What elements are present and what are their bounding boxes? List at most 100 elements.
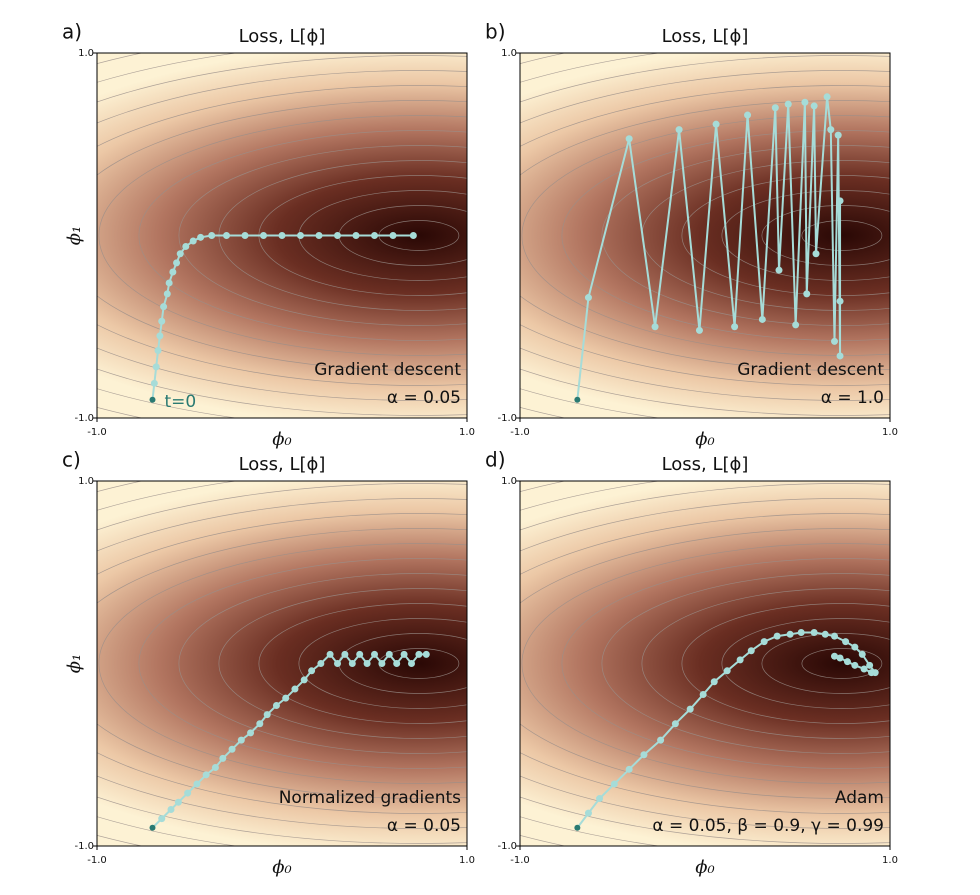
step-point [182, 242, 190, 250]
step-point [237, 736, 245, 744]
panel: -1.0 1.0 -1.0 1.0 c) Loss, L[ϕ] ϕ₀ ϕ₁ Normalized… [62, 448, 475, 879]
step-point [851, 661, 859, 669]
step-point [744, 111, 752, 119]
step-point [574, 396, 581, 403]
x-tick-label: -1.0 [87, 855, 107, 866]
step-point [348, 660, 356, 667]
contour-line [681, 175, 890, 296]
x-axis-label: ϕ₀ [272, 857, 292, 878]
contour-line [561, 130, 890, 341]
y-tick-label: 1.0 [78, 476, 94, 487]
step-point [574, 824, 581, 831]
step-point [341, 650, 349, 658]
contour-line [520, 85, 890, 386]
step-point [610, 780, 618, 788]
step-point [860, 665, 868, 673]
step-point [851, 643, 859, 651]
step-point [315, 232, 323, 239]
step-point [308, 667, 316, 675]
step-point [657, 736, 665, 744]
step-point [150, 379, 158, 387]
plot-frame [519, 480, 891, 847]
step-point [773, 632, 781, 640]
y-tick-label: -1.0 [497, 413, 517, 424]
step-point [415, 650, 423, 658]
contour-line [761, 205, 890, 266]
y-tick-label: 1.0 [501, 48, 517, 59]
step-point [197, 233, 205, 241]
contour-line [520, 528, 890, 799]
y-tick-label: -1.0 [74, 413, 94, 424]
x-tick-label: 1.0 [882, 427, 898, 438]
step-point [758, 315, 766, 323]
contour-line [97, 513, 467, 814]
plot-frame [96, 52, 468, 419]
step-point [326, 650, 334, 658]
step-point [784, 100, 792, 108]
step-point [731, 323, 739, 331]
contours [97, 481, 467, 846]
step-point [163, 290, 171, 298]
step-point [389, 232, 397, 239]
step-point [810, 628, 818, 636]
panel-title: Loss, L[ϕ] [239, 454, 326, 475]
step-point [149, 396, 156, 403]
step-point [868, 669, 875, 677]
step-point [241, 232, 249, 239]
step-point [317, 660, 325, 667]
plot-frame [519, 52, 891, 419]
step-point [278, 232, 286, 239]
step-point [371, 232, 378, 239]
plot-frame [96, 480, 468, 847]
step-point [723, 667, 731, 675]
x-tick-label: 1.0 [459, 855, 475, 866]
step-point [202, 771, 210, 779]
contour-line [681, 603, 890, 724]
step-point [625, 135, 633, 143]
contours [520, 481, 890, 846]
contour-line [561, 558, 890, 769]
contour-line [97, 70, 467, 401]
step-point [385, 650, 393, 658]
step-point [173, 259, 181, 267]
step-point [260, 232, 267, 239]
contour-line [520, 55, 890, 416]
step-point [712, 120, 720, 128]
x-tick-label: -1.0 [87, 427, 107, 438]
step-point [158, 815, 166, 823]
contour-line [258, 603, 467, 724]
contour-line [520, 100, 890, 371]
step-point [219, 754, 227, 762]
step-point [184, 789, 192, 797]
step-point [356, 650, 364, 658]
contour-line [138, 130, 467, 341]
contour-line [801, 220, 883, 251]
step-point [792, 321, 800, 329]
contour-line [97, 100, 467, 371]
y-axis-label: ϕ₁ [64, 654, 85, 674]
contour-line [97, 55, 467, 416]
step-point [152, 363, 160, 371]
step-point [393, 660, 401, 667]
step-point [282, 694, 290, 702]
panel: -1.0 1.0 -1.0 1.0 b) Loss, L[ϕ] ϕ₀ Gradient des… [485, 20, 898, 451]
annotation: α = 0.05, β = 0.9, γ = 0.99 [652, 816, 884, 836]
step-point [584, 294, 592, 302]
step-point [821, 630, 829, 638]
step-point [801, 98, 809, 106]
contour-line [601, 573, 890, 754]
step-point [409, 232, 417, 239]
step-point [334, 660, 341, 667]
step-point [842, 638, 850, 646]
step-point [228, 745, 236, 753]
step-point [823, 93, 831, 101]
x-tick-label: 1.0 [882, 855, 898, 866]
contour-line [97, 498, 467, 829]
step-point [710, 678, 718, 686]
step-point [675, 126, 683, 134]
step-point [651, 323, 659, 331]
trajectory [151, 652, 427, 829]
step-point [422, 650, 430, 658]
contour-line [601, 145, 890, 326]
